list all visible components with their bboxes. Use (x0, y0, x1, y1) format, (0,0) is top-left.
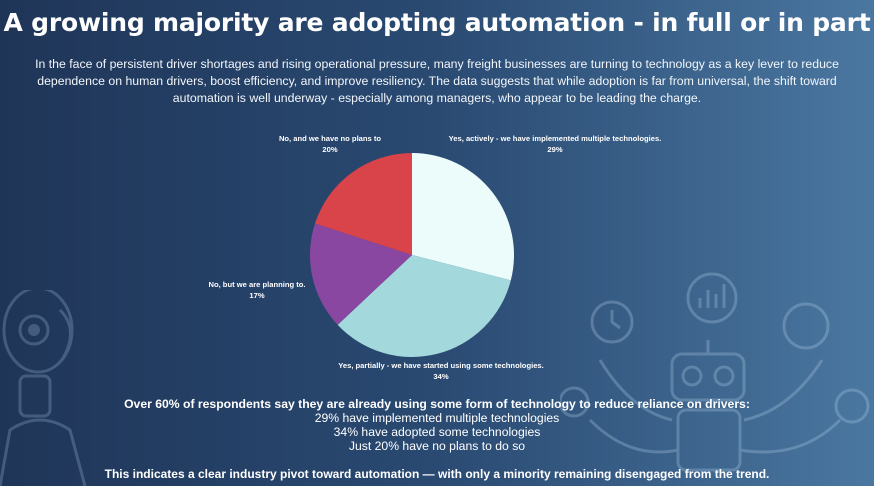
slice-value-label: 29% (547, 145, 562, 154)
pie-slice (412, 153, 515, 281)
robot-head-icon (0, 290, 87, 486)
slice-label: Yes, partially - we have started using s… (338, 361, 544, 370)
conclusion: This indicates a clear industry pivot to… (104, 467, 770, 481)
pie-slice (314, 153, 412, 255)
summary: Over 60% of respondents say they are alr… (0, 397, 874, 453)
robot-icon (560, 272, 870, 472)
summary-headline: Over 60% of respondents say they are alr… (124, 397, 750, 411)
gear-icon (560, 386, 590, 418)
slice-value-label: 34% (433, 372, 448, 381)
summary-line: 29% have implemented multiple technologi… (314, 411, 560, 425)
slice-value-label: 17% (249, 291, 264, 300)
slice-label: Yes, actively - we have implemented mult… (449, 134, 662, 143)
pie-slice (337, 255, 511, 357)
pie-slice (310, 223, 412, 325)
page-title: A growing majority are adopting automati… (3, 8, 871, 37)
slice-label: No, and we have no plans to (279, 134, 381, 143)
bar-chart-icon (686, 272, 738, 324)
ai-chip-icon (782, 302, 830, 350)
summary-line: 34% have adopted some technologies (333, 425, 541, 439)
slice-label: No, but we are planning to. (208, 280, 305, 289)
camera-icon (834, 388, 870, 424)
intro-paragraph: In the face of persistent driver shortag… (35, 57, 839, 105)
clock-icon (590, 300, 634, 344)
summary-line: Just 20% have no plans to do so (348, 439, 526, 453)
slice-value-label: 20% (322, 145, 337, 154)
